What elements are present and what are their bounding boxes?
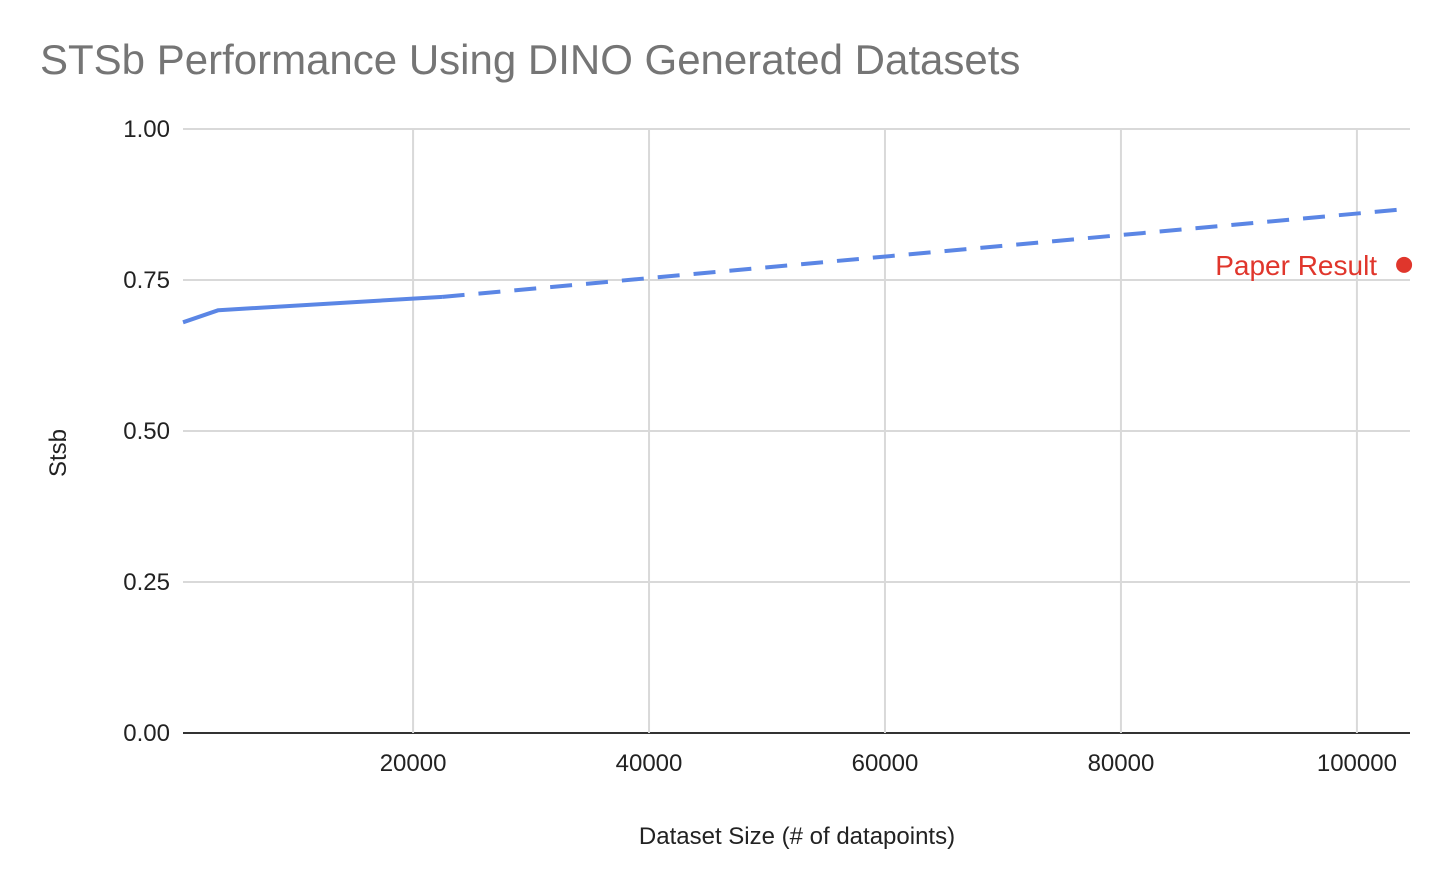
- x-tick-label: 80000: [1088, 750, 1155, 777]
- x-tick-label: 40000: [616, 750, 683, 777]
- y-axis-title: Stsb: [45, 429, 72, 477]
- chart-title: STSb Performance Using DINO Generated Da…: [40, 36, 1020, 83]
- y-tick-label: 0.75: [123, 267, 170, 294]
- series: [182, 206, 1411, 325]
- y-tick-label: 0.00: [123, 720, 170, 747]
- data-line-solid: [182, 294, 443, 325]
- annotations: Paper Result: [1215, 250, 1413, 281]
- x-tick-label: 100000: [1317, 750, 1397, 777]
- x-tick-label: 20000: [380, 750, 447, 777]
- grid: [183, 128, 1410, 734]
- y-tick-label: 0.50: [123, 418, 170, 445]
- x-axis-ticks: 20000 40000 60000 80000 100000: [380, 750, 1397, 777]
- x-axis-title: Dataset Size (# of datapoints): [639, 823, 955, 850]
- y-tick-label: 0.25: [123, 569, 170, 596]
- y-tick-label: 1.00: [123, 116, 170, 143]
- paper-result-dot: [1396, 256, 1413, 273]
- trend-line-dashed: [442, 206, 1411, 299]
- paper-result-label: Paper Result: [1215, 250, 1377, 281]
- y-axis-ticks: 0.00 0.25 0.50 0.75 1.00: [123, 116, 170, 747]
- x-tick-label: 60000: [852, 750, 919, 777]
